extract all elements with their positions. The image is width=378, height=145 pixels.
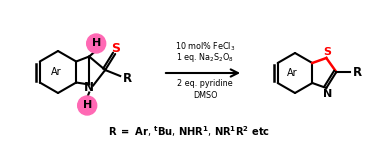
Text: Ar: Ar [287,68,297,78]
Circle shape [87,34,106,53]
Text: 2 eq. pyridine: 2 eq. pyridine [177,79,233,88]
Text: S: S [323,47,332,57]
Text: S: S [111,42,120,56]
Text: DMSO: DMSO [193,90,217,99]
Text: H: H [82,100,92,110]
Text: H: H [91,39,101,48]
Text: N: N [323,89,332,99]
Text: R: R [123,71,132,85]
Text: Ar: Ar [51,67,61,77]
Text: 1 eq. Na$_2$S$_2$O$_8$: 1 eq. Na$_2$S$_2$O$_8$ [176,51,234,65]
Text: N: N [84,81,94,94]
Text: 10 mol% FeCl$_3$: 10 mol% FeCl$_3$ [175,41,235,53]
Text: R: R [353,66,363,78]
Text: $\bf{R}$ $\bf{=}$ $\bf{Ar}$, $^{\bf{t}}\bf{Bu}$, $\bf{NHR}^{\bf{1}}$, $\bf{NR}^{: $\bf{R}$ $\bf{=}$ $\bf{Ar}$, $^{\bf{t}}\… [108,125,270,139]
Circle shape [78,96,97,115]
